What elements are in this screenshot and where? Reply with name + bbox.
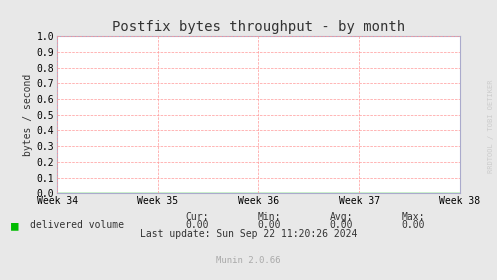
Y-axis label: bytes / second: bytes / second [22,74,33,156]
Text: 0.00: 0.00 [257,220,281,230]
Text: Min:: Min: [257,212,281,222]
Text: RRDTOOL / TOBI OETIKER: RRDTOOL / TOBI OETIKER [488,79,494,173]
Text: Avg:: Avg: [330,212,353,222]
Title: Postfix bytes throughput - by month: Postfix bytes throughput - by month [112,20,405,34]
Text: 0.00: 0.00 [402,220,425,230]
Text: delivered volume: delivered volume [30,220,124,230]
Text: 0.00: 0.00 [330,220,353,230]
Text: Cur:: Cur: [185,212,209,222]
Text: Munin 2.0.66: Munin 2.0.66 [216,256,281,265]
Text: ■: ■ [11,219,18,232]
Text: Max:: Max: [402,212,425,222]
Text: Last update: Sun Sep 22 11:20:26 2024: Last update: Sun Sep 22 11:20:26 2024 [140,228,357,239]
Text: 0.00: 0.00 [185,220,209,230]
